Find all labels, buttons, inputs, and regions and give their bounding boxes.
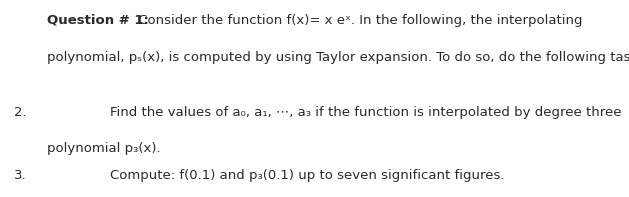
- Text: Consider the function f(x)= x eˣ. In the following, the interpolating: Consider the function f(x)= x eˣ. In the…: [134, 14, 582, 27]
- Text: polynomial, pₛ(x), is computed by using Taylor expansion. To do so, do the follo: polynomial, pₛ(x), is computed by using …: [47, 51, 629, 64]
- Text: 3.: 3.: [14, 169, 26, 182]
- Text: polynomial p₃(x).: polynomial p₃(x).: [47, 142, 161, 155]
- Text: Compute: f(0.1) and p₃(0.1) up to seven significant figures.: Compute: f(0.1) and p₃(0.1) up to seven …: [110, 169, 504, 182]
- Text: 2.: 2.: [14, 106, 26, 119]
- Text: Find the values of a₀, a₁, ⋯, a₃ if the function is interpolated by degree three: Find the values of a₀, a₁, ⋯, a₃ if the …: [110, 106, 621, 119]
- Text: Question # 1:: Question # 1:: [47, 14, 149, 27]
